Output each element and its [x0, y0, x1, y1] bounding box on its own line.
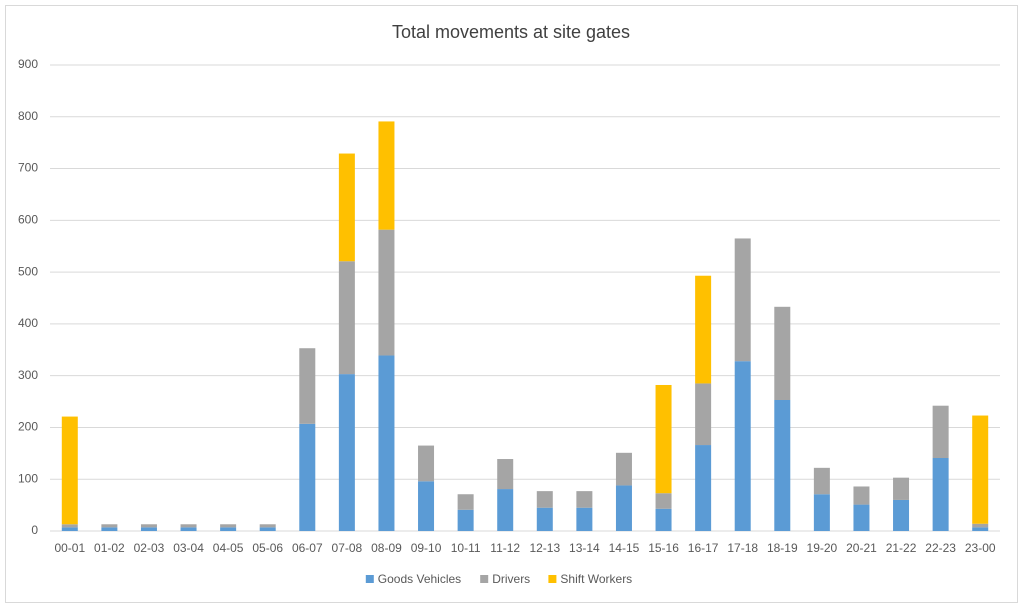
x-tick-label: 12-13	[529, 541, 560, 555]
y-tick-label: 800	[18, 109, 38, 123]
bar-segment	[615, 485, 632, 531]
bar-segment	[615, 452, 632, 486]
x-tick-label: 16-17	[688, 541, 719, 555]
x-tick-label: 11-12	[490, 541, 520, 555]
x-tick-label: 23-00	[965, 541, 996, 555]
bar-segment	[695, 383, 712, 446]
bar-segment	[61, 416, 78, 525]
x-tick-label: 05-06	[252, 541, 283, 555]
y-tick-label: 200	[18, 420, 38, 434]
bar-segment	[576, 491, 593, 508]
chart-title: Total movements at site gates	[392, 22, 630, 42]
y-tick-label: 500	[18, 264, 38, 278]
bar-segment	[893, 477, 910, 500]
bar-segment	[893, 499, 910, 531]
y-tick-label: 900	[18, 57, 38, 71]
x-tick-label: 10-11	[451, 541, 481, 555]
x-tick-label: 07-08	[332, 541, 363, 555]
bar-segment	[497, 459, 514, 490]
y-tick-label: 400	[18, 316, 38, 330]
x-tick-label: 14-15	[609, 541, 640, 555]
bar-segment	[378, 121, 395, 230]
legend-swatch	[365, 575, 374, 583]
y-tick-label: 0	[31, 523, 38, 537]
x-tick-label: 19-20	[807, 541, 838, 555]
x-tick-label: 09-10	[411, 541, 442, 555]
bar-segment	[378, 229, 395, 356]
bar-segment	[853, 486, 870, 505]
bar-segment	[299, 348, 316, 424]
bar-segment	[418, 481, 435, 531]
x-tick-label: 06-07	[292, 541, 323, 555]
x-tick-label: 03-04	[173, 541, 204, 555]
bar-segment	[61, 524, 78, 528]
bar-segment	[61, 527, 78, 531]
x-tick-label: 22-23	[925, 541, 956, 555]
legend-label: Goods Vehicles	[378, 572, 461, 586]
bar-segment	[734, 238, 751, 362]
x-tick-label: 01-02	[94, 541, 125, 555]
bar-segment	[774, 400, 791, 531]
bar-segment	[338, 261, 355, 375]
bar-segment	[734, 361, 751, 531]
y-tick-label: 600	[18, 213, 38, 227]
bar-segment	[655, 493, 672, 509]
legend-label: Shift Workers	[560, 572, 632, 586]
bar-segment	[338, 374, 355, 531]
bar-segment	[853, 504, 870, 531]
bar-segment	[932, 405, 949, 458]
bar-segment	[972, 415, 989, 524]
legend-swatch	[548, 575, 557, 583]
bar-segment	[576, 507, 593, 531]
x-tick-label: 20-21	[846, 541, 877, 555]
bar-segment	[497, 489, 514, 531]
bar-segment	[220, 527, 237, 531]
legend-swatch	[480, 575, 489, 583]
x-tick-label: 04-05	[213, 541, 244, 555]
bar-segment	[932, 457, 949, 531]
bar-segment	[813, 467, 830, 495]
y-tick-label: 700	[18, 161, 38, 175]
bar-segment	[180, 524, 197, 528]
x-tick-label: 13-14	[569, 541, 600, 555]
x-tick-label: 17-18	[727, 541, 758, 555]
bar-segment	[101, 527, 118, 531]
bar-segment	[536, 507, 553, 531]
y-tick-label: 300	[18, 368, 38, 382]
bar-segment	[695, 275, 712, 384]
legend-label: Drivers	[492, 572, 530, 586]
bar-segment	[695, 445, 712, 531]
bar-segment	[536, 491, 553, 508]
bar-segment	[418, 445, 435, 482]
bar-segment	[457, 509, 474, 531]
x-tick-label: 15-16	[648, 541, 679, 555]
bar-segment	[259, 527, 276, 531]
bar-segment	[774, 306, 791, 401]
y-tick-label: 100	[18, 471, 38, 485]
bar-segment	[140, 527, 157, 531]
x-tick-label: 00-01	[54, 541, 85, 555]
bar-segment	[259, 524, 276, 528]
bar-segment	[101, 524, 118, 528]
bar-segment	[140, 524, 157, 528]
bar-segment	[972, 523, 989, 528]
x-tick-label: 08-09	[371, 541, 402, 555]
bar-segment	[378, 355, 395, 531]
bar-segment	[180, 527, 197, 531]
bar-segment	[457, 494, 474, 510]
x-tick-label: 18-19	[767, 541, 798, 555]
x-tick-label: 21-22	[886, 541, 917, 555]
bar-segment	[338, 153, 355, 262]
bar-segment	[220, 524, 237, 528]
x-tick-label: 02-03	[134, 541, 165, 555]
bar-segment	[299, 423, 316, 531]
bar-segment	[972, 527, 989, 531]
bar-segment	[813, 494, 830, 531]
bar-segment	[655, 384, 672, 494]
bar-segment	[655, 508, 672, 531]
